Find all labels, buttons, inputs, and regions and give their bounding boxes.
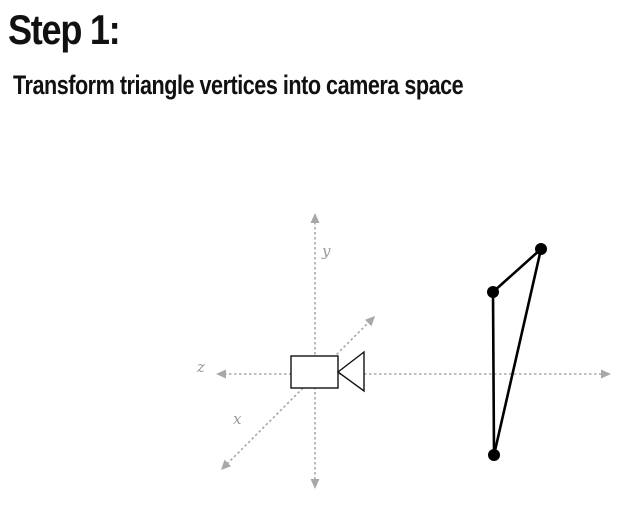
x-axis-upper-arrowhead: [365, 316, 375, 327]
triangle-vertex-top: [535, 243, 547, 255]
z-axis-label: z: [196, 358, 205, 376]
z-axis-right-arrowhead: [601, 369, 611, 379]
triangle-edge-long: [492, 248, 543, 456]
y-axis-top-arrowhead: [310, 213, 320, 223]
video-camera-icon: [290, 350, 365, 393]
triangle-edge-left: [491, 291, 496, 456]
page-subtitle: Transform triangle vertices into camera …: [13, 70, 464, 100]
camera-body: [290, 355, 339, 389]
x-axis-lower-arrowhead: [221, 459, 231, 470]
coordinate-axes: y z x: [196, 213, 611, 489]
x-axis-line: [226, 321, 370, 465]
y-axis-label: y: [321, 242, 331, 260]
triangle-vertex-left: [487, 286, 499, 298]
x-axis-label: x: [233, 410, 242, 428]
z-axis-left-arrowhead: [216, 369, 226, 379]
y-axis-bottom-arrowhead: [310, 479, 320, 489]
triangle: [487, 243, 547, 461]
triangle-edge-top: [492, 248, 542, 293]
triangle-vertex-bottom: [488, 449, 500, 461]
page-title: Step 1:: [8, 6, 121, 53]
camera-lens: [336, 350, 365, 393]
